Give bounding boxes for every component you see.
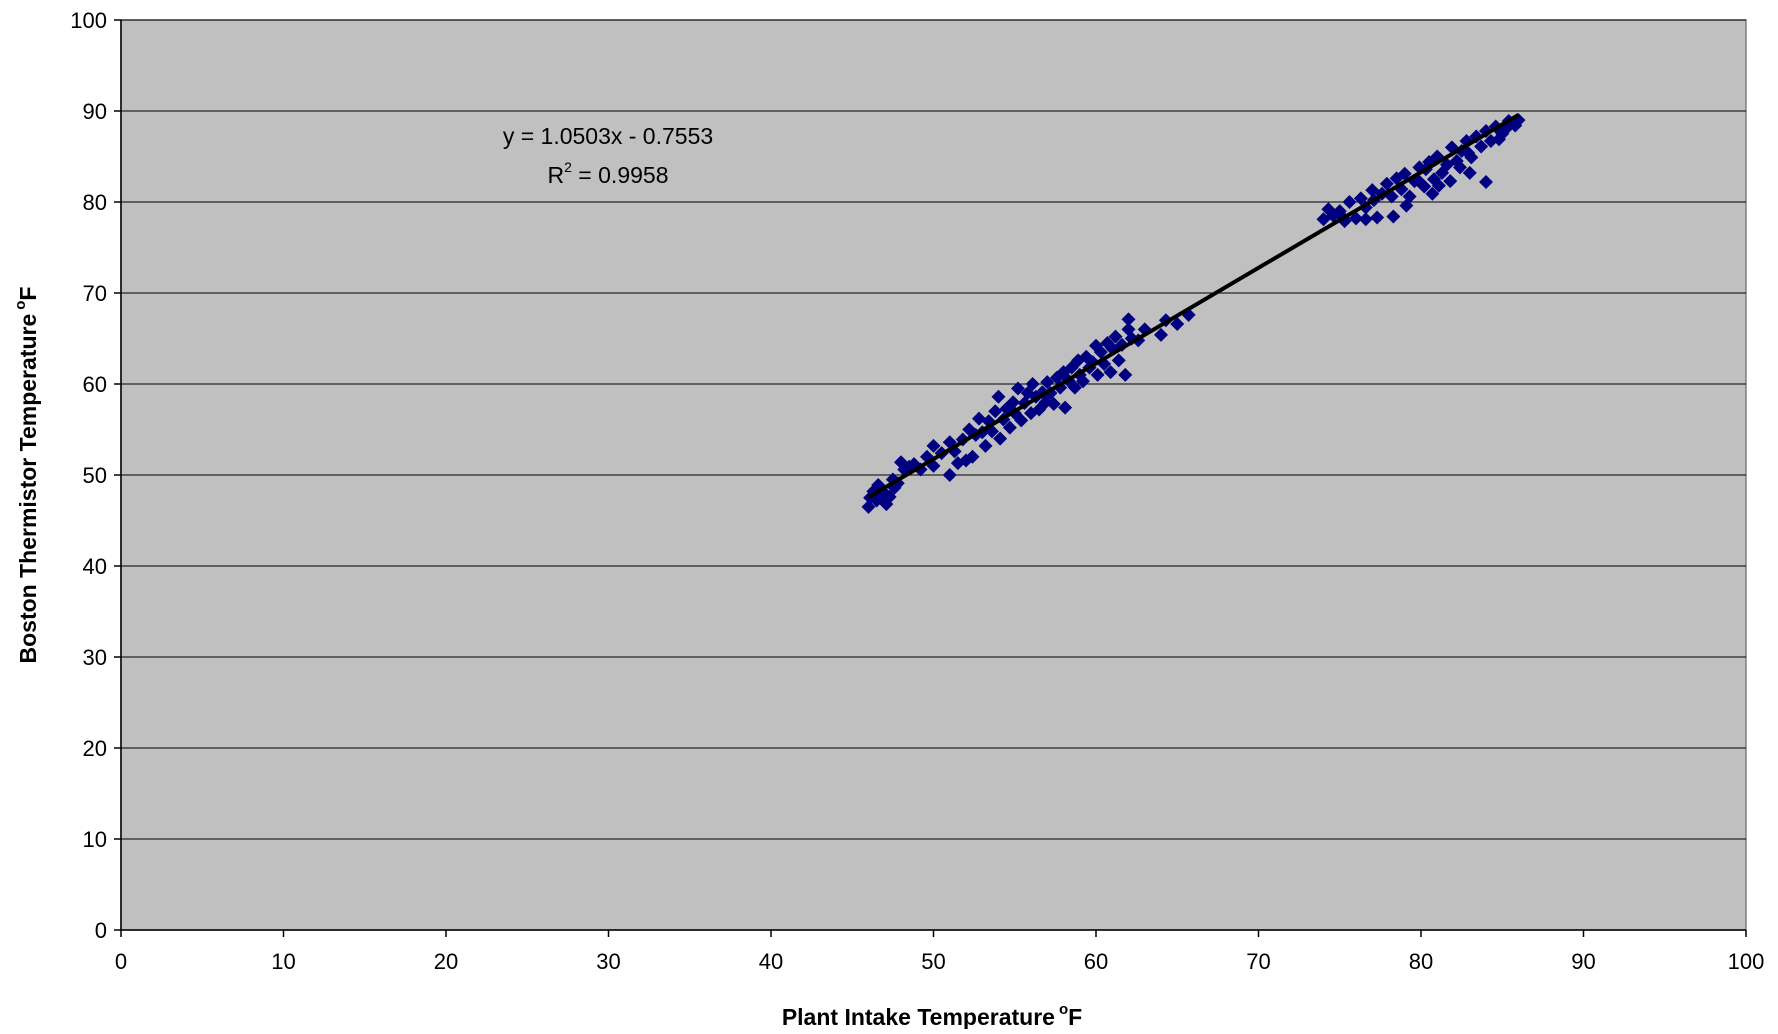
- y-tick-label: 10: [83, 827, 107, 852]
- y-tick-label: 80: [83, 190, 107, 215]
- data-point: [1011, 381, 1025, 396]
- data-point: [1046, 397, 1061, 412]
- x-axis-title-text: Plant Intake Temperature: [782, 1004, 1055, 1029]
- data-point: [1108, 329, 1123, 344]
- data-point: [972, 411, 986, 426]
- data-point: [1103, 365, 1118, 380]
- data-point: [1154, 327, 1168, 342]
- data-point: [1014, 413, 1029, 428]
- data-point: [991, 389, 1006, 404]
- r-squared-label: R2 = 0.9958: [548, 159, 669, 188]
- data-point: [1342, 195, 1357, 209]
- data-point: [926, 438, 941, 453]
- data-point: [1006, 395, 1021, 410]
- data-point: [1386, 209, 1401, 224]
- data-point: [1090, 367, 1105, 382]
- trendline-equation: y = 1.0503x - 0.7553: [503, 123, 713, 149]
- x-axis-title: Plant Intake Temperature oF: [782, 1001, 1082, 1029]
- x-tick-label: 30: [596, 949, 620, 974]
- y-tick-label: 0: [95, 918, 107, 943]
- data-point: [1121, 312, 1136, 327]
- x-tick-label: 40: [759, 949, 783, 974]
- x-tick-label: 60: [1084, 949, 1108, 974]
- y-tick-label: 20: [83, 736, 107, 761]
- x-axis-title-unit: F: [1068, 1004, 1082, 1029]
- y-axis-title-degree: o: [12, 301, 29, 310]
- x-tick-label: 0: [115, 949, 127, 974]
- x-tick-label: 10: [271, 949, 295, 974]
- y-tick-label: 90: [83, 99, 107, 124]
- data-point: [1358, 212, 1373, 227]
- data-point: [1397, 166, 1412, 181]
- data-point: [1431, 178, 1446, 193]
- y-axis-title-text: Boston Thermistor Temperature: [15, 314, 41, 664]
- data-point: [1399, 198, 1414, 213]
- data-point: [1058, 400, 1073, 415]
- data-point: [1479, 174, 1493, 189]
- r-squared-prefix: R: [548, 162, 565, 188]
- data-point: [1093, 345, 1108, 360]
- data-point: [942, 468, 957, 482]
- data-point: [1076, 374, 1090, 389]
- data-point: [1462, 165, 1477, 180]
- data-point: [993, 431, 1008, 446]
- y-tick-label: 50: [83, 463, 107, 488]
- data-point: [1443, 174, 1458, 189]
- data-point: [1002, 420, 1017, 435]
- trendline: [867, 113, 1520, 499]
- data-point: [1118, 367, 1133, 382]
- x-tick-label: 80: [1409, 949, 1433, 974]
- data-point: [1111, 353, 1126, 368]
- data-point: [1067, 380, 1082, 395]
- x-tick-label: 100: [1728, 949, 1765, 974]
- data-point: [1349, 211, 1363, 226]
- data-point: [1025, 377, 1040, 391]
- r-squared-value: = 0.9958: [572, 162, 669, 188]
- axes: 0 10 20 30 40 50 60 70 80 90 100 0 10 20 30 40 50 60 70 80 9…: [70, 8, 1764, 974]
- y-tick-label: 100: [70, 8, 107, 33]
- data-point: [1425, 186, 1440, 201]
- data-point: [988, 404, 1003, 419]
- y-tick-label: 60: [83, 372, 107, 397]
- y-tick-label: 40: [83, 554, 107, 579]
- data-point: [1453, 160, 1467, 175]
- data-point: [978, 438, 993, 453]
- gridlines: [121, 19, 1746, 840]
- x-tick-label: 50: [921, 949, 945, 974]
- x-axis-title-degree: o: [1059, 1001, 1068, 1018]
- data-point: [1492, 132, 1506, 147]
- data-point: [1474, 139, 1489, 154]
- data-point: [965, 449, 980, 464]
- data-point: [861, 499, 876, 514]
- r-squared-superscript: 2: [564, 159, 572, 175]
- data-point: [1379, 176, 1394, 191]
- x-tick-label: 70: [1246, 949, 1270, 974]
- y-tick-label: 30: [83, 645, 107, 670]
- data-point: [1170, 316, 1185, 331]
- x-tick-label: 90: [1571, 949, 1595, 974]
- y-tick-label: 70: [83, 281, 107, 306]
- data-point: [1461, 145, 1476, 160]
- data-point: [1370, 210, 1385, 225]
- data-point: [1040, 375, 1055, 390]
- y-axis-title-unit: F: [15, 287, 41, 301]
- x-tick-label: 20: [434, 949, 458, 974]
- y-axis-title: Boston Thermistor Temperature oF: [12, 287, 41, 664]
